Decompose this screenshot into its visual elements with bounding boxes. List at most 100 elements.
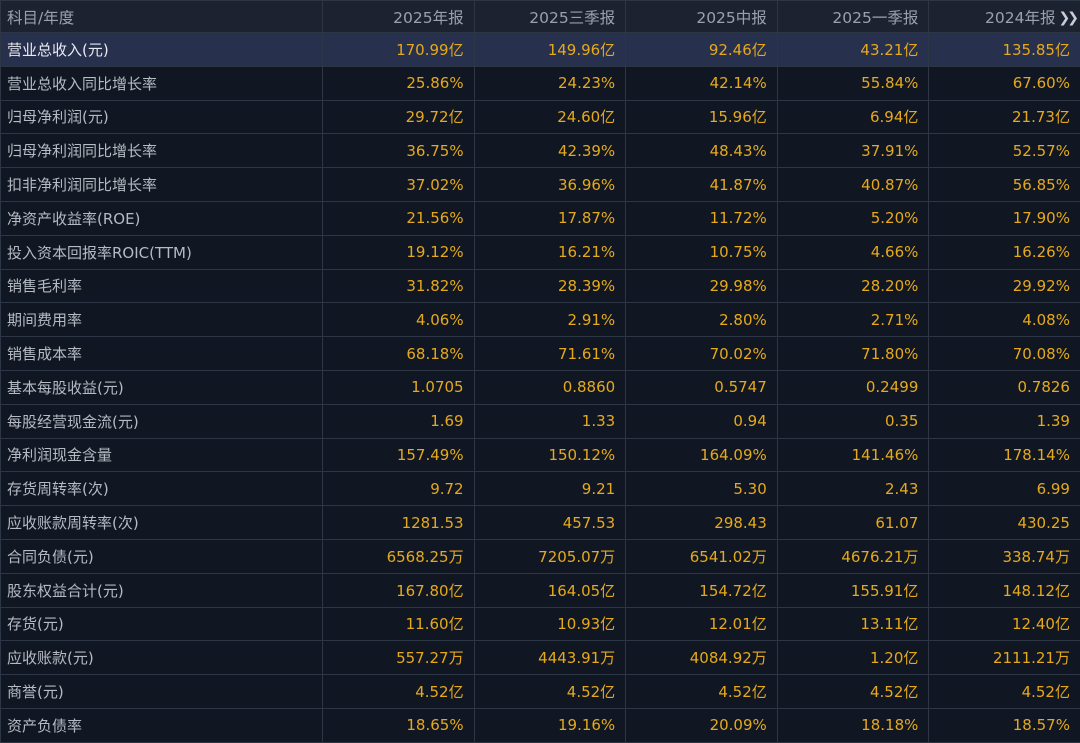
value-cell-2025-q1: 71.80%	[777, 337, 929, 371]
row-label: 股东权益合计(元)	[1, 573, 323, 607]
value-cell-2025-q3: 0.8860	[474, 370, 626, 404]
table-row[interactable]: 投入资本回报率ROIC(TTM)19.12%16.21%10.75%4.66%1…	[1, 235, 1080, 269]
row-label: 销售成本率	[1, 337, 323, 371]
value-cell-2025-q1: 55.84%	[777, 66, 929, 100]
value-cell-2025-q1: 0.2499	[777, 370, 929, 404]
double-chevron-right-icon[interactable]: ❯❯	[1059, 10, 1076, 26]
value-cell-2025-annual: 21.56%	[323, 201, 475, 235]
value-cell-2025-annual: 9.72	[323, 472, 475, 506]
value-cell-2025-q1: 4.52亿	[777, 675, 929, 709]
table-row[interactable]: 净资产收益率(ROE)21.56%17.87%11.72%5.20%17.90%	[1, 201, 1080, 235]
value-cell-2025-interim: 20.09%	[626, 708, 778, 742]
value-cell-2024-annual: 178.14%	[929, 438, 1080, 472]
period-header-2025-q3[interactable]: 2025三季报	[474, 1, 626, 33]
row-label: 营业总收入同比增长率	[1, 66, 323, 100]
value-cell-2025-q3: 7205.07万	[474, 539, 626, 573]
value-cell-2025-q3: 457.53	[474, 506, 626, 540]
value-cell-2025-annual: 25.86%	[323, 66, 475, 100]
row-label: 归母净利润(元)	[1, 100, 323, 134]
row-label: 销售毛利率	[1, 269, 323, 303]
value-cell-2025-interim: 10.75%	[626, 235, 778, 269]
value-cell-2024-annual: 1.39	[929, 404, 1080, 438]
value-cell-2024-annual: 6.99	[929, 472, 1080, 506]
value-cell-2025-interim: 11.72%	[626, 201, 778, 235]
value-cell-2025-q3: 24.23%	[474, 66, 626, 100]
value-cell-2025-annual: 11.60亿	[323, 607, 475, 641]
value-cell-2025-interim: 42.14%	[626, 66, 778, 100]
row-label: 应收账款周转率(次)	[1, 506, 323, 540]
value-cell-2025-interim: 12.01亿	[626, 607, 778, 641]
value-cell-2025-interim: 48.43%	[626, 134, 778, 168]
value-cell-2025-interim: 2.80%	[626, 303, 778, 337]
value-cell-2025-interim: 4.52亿	[626, 675, 778, 709]
value-cell-2025-q1: 43.21亿	[777, 33, 929, 67]
period-header-2025-annual[interactable]: 2025年报	[323, 1, 475, 33]
period-header-2024-annual[interactable]: 2024年报❯❯	[929, 1, 1080, 33]
value-cell-2024-annual: 16.26%	[929, 235, 1080, 269]
row-label: 扣非净利润同比增长率	[1, 168, 323, 202]
value-cell-2025-q3: 17.87%	[474, 201, 626, 235]
row-label: 商誉(元)	[1, 675, 323, 709]
value-cell-2025-q1: 155.91亿	[777, 573, 929, 607]
row-label: 每股经营现金流(元)	[1, 404, 323, 438]
value-cell-2025-interim: 164.09%	[626, 438, 778, 472]
row-label: 合同负债(元)	[1, 539, 323, 573]
period-header-2025-interim[interactable]: 2025中报	[626, 1, 778, 33]
value-cell-2025-q1: 2.43	[777, 472, 929, 506]
value-cell-2025-q1: 1.20亿	[777, 641, 929, 675]
value-cell-2025-interim: 154.72亿	[626, 573, 778, 607]
value-cell-2025-annual: 29.72亿	[323, 100, 475, 134]
value-cell-2025-interim: 0.5747	[626, 370, 778, 404]
value-cell-2024-annual: 148.12亿	[929, 573, 1080, 607]
value-cell-2024-annual: 0.7826	[929, 370, 1080, 404]
value-cell-2025-q3: 164.05亿	[474, 573, 626, 607]
value-cell-2025-q1: 141.46%	[777, 438, 929, 472]
value-cell-2024-annual: 56.85%	[929, 168, 1080, 202]
value-cell-2025-annual: 6568.25万	[323, 539, 475, 573]
value-cell-2025-q3: 150.12%	[474, 438, 626, 472]
value-cell-2025-annual: 18.65%	[323, 708, 475, 742]
value-cell-2025-q3: 1.33	[474, 404, 626, 438]
row-label: 净资产收益率(ROE)	[1, 201, 323, 235]
table-header-row: 科目/年度 2025年报 2025三季报 2025中报 2025一季报 2024…	[1, 1, 1080, 33]
row-label: 基本每股收益(元)	[1, 370, 323, 404]
value-cell-2025-q1: 0.35	[777, 404, 929, 438]
value-cell-2025-interim: 6541.02万	[626, 539, 778, 573]
value-cell-2025-q3: 71.61%	[474, 337, 626, 371]
value-cell-2025-annual: 4.06%	[323, 303, 475, 337]
period-header-2025-q1[interactable]: 2025一季报	[777, 1, 929, 33]
value-cell-2025-q3: 19.16%	[474, 708, 626, 742]
value-cell-2025-annual: 1.69	[323, 404, 475, 438]
value-cell-2025-annual: 68.18%	[323, 337, 475, 371]
value-cell-2025-q3: 24.60亿	[474, 100, 626, 134]
value-cell-2025-interim: 15.96亿	[626, 100, 778, 134]
value-cell-2025-q3: 16.21%	[474, 235, 626, 269]
value-cell-2025-annual: 167.80亿	[323, 573, 475, 607]
value-cell-2025-interim: 41.87%	[626, 168, 778, 202]
value-cell-2025-q1: 4676.21万	[777, 539, 929, 573]
value-cell-2025-annual: 31.82%	[323, 269, 475, 303]
row-label: 资产负债率	[1, 708, 323, 742]
row-label: 期间费用率	[1, 303, 323, 337]
value-cell-2025-interim: 92.46亿	[626, 33, 778, 67]
period-header-2024-annual-label[interactable]: 2024年报	[985, 9, 1055, 27]
